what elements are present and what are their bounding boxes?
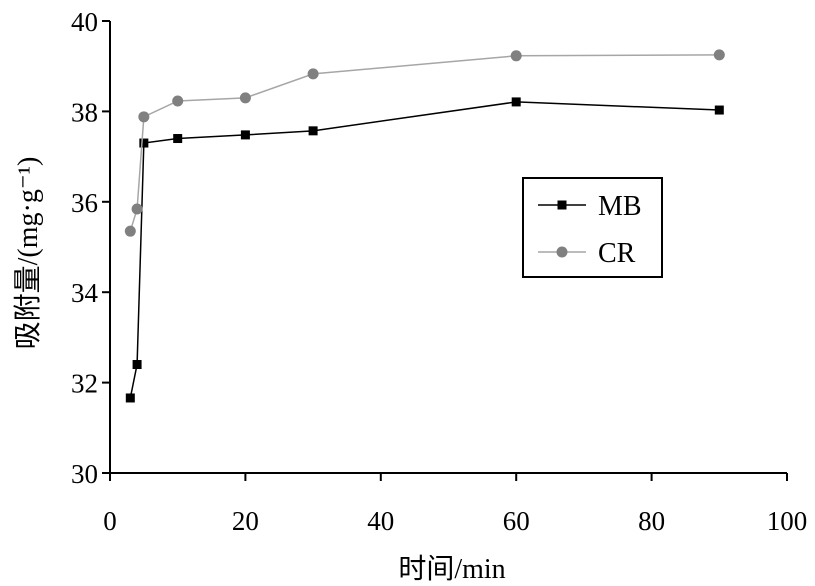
legend-marker-cr: [556, 246, 568, 258]
x-tick-label-20: 20: [232, 506, 259, 536]
series-mb-point-7: [714, 105, 724, 115]
series-mb-point-6: [511, 97, 521, 107]
y-axis-label: 吸附量/(mg·g⁻¹): [12, 157, 44, 350]
axes: [109, 21, 787, 474]
x-axis-label: 时间/min: [398, 553, 505, 585]
series-layer: [124, 49, 725, 403]
series-mb: [125, 97, 724, 403]
x-tick-label-40: 40: [367, 506, 394, 536]
series-mb-point-2: [139, 138, 149, 148]
series-mb-line: [129, 101, 720, 399]
series-cr-point-2: [138, 111, 150, 123]
series-mb-point-3: [173, 134, 183, 144]
y-tick-label-30: 30: [71, 459, 98, 489]
x-tick-label-60: 60: [503, 506, 530, 536]
series-mb-point-5: [308, 126, 318, 136]
y-tick-label-36: 36: [71, 188, 98, 218]
series-cr-point-7: [713, 49, 725, 61]
series-cr: [124, 49, 725, 237]
legend-marker-mb: [557, 200, 567, 210]
series-cr-point-3: [172, 95, 184, 107]
series-mb-point-1: [132, 360, 142, 370]
series-cr-point-6: [510, 50, 522, 62]
series-cr-point-0: [124, 225, 136, 237]
x-tick-label-100: 100: [767, 506, 808, 536]
legend-box: [522, 177, 663, 278]
legend: MB CR: [522, 177, 663, 278]
series-cr-point-1: [131, 203, 143, 215]
legend-entries: [538, 200, 586, 258]
x-tick-label-0: 0: [103, 506, 117, 536]
series-cr-line: [129, 54, 720, 232]
x-tick-label-80: 80: [638, 506, 665, 536]
ticks: 0 20 40 60 80 100 30 32 34 36 38 40: [71, 7, 807, 536]
series-cr-point-5: [307, 68, 319, 80]
y-tick-label-40: 40: [71, 7, 98, 37]
series-cr-point-4: [239, 92, 251, 104]
series-mb-point-0: [125, 393, 135, 403]
y-tick-label-38: 38: [71, 97, 98, 127]
legend-label-cr: CR: [598, 238, 636, 269]
series-mb-point-4: [240, 130, 250, 140]
y-tick-label-34: 34: [71, 278, 99, 308]
y-tick-label-32: 32: [71, 369, 98, 399]
legend-label-mb: MB: [598, 191, 642, 222]
